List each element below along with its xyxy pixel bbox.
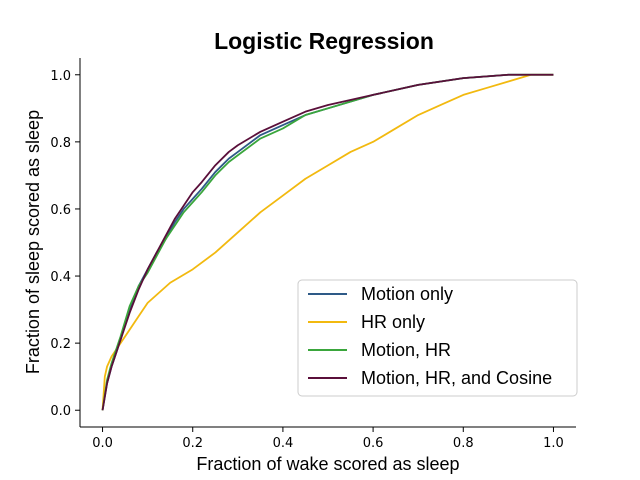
y-tick-label: 1.0 [50,69,71,84]
legend-label: Motion, HR, and Cosine [361,368,552,388]
x-tick-label: 0.4 [273,436,294,451]
legend-label: Motion only [361,284,453,304]
y-axis-title: Fraction of sleep scored as sleep [23,110,43,374]
legend-label: HR only [361,312,425,332]
x-tick-label: 0.0 [92,436,113,451]
legend-entries: Motion only HR only Motion, HR Motion, HR, … [308,284,552,388]
x-tick-label: 0.8 [453,436,474,451]
y-tick-label: 0.8 [50,136,71,151]
x-tick-label: 1.0 [543,436,564,451]
series-lines [101,73,554,411]
y-ticks: 0.0 0.2 0.4 0.6 0.8 1.0 [50,69,80,419]
legend-label: Motion, HR [361,340,451,360]
y-tick-label: 0.2 [50,337,71,352]
axes [79,58,576,428]
legend-box [297,279,578,397]
y-tick-label: 0.4 [50,270,71,285]
y-tick-label: 0.0 [50,404,71,419]
x-tick-label: 0.2 [182,436,203,451]
x-ticks: 0.0 0.2 0.4 0.6 0.8 1.0 [92,427,564,451]
chart-title: Logistic Regression [214,28,434,54]
series-line-3 [101,73,554,411]
series-line-1 [101,73,554,411]
x-axis-title: Fraction of wake scored as sleep [196,454,459,474]
y-tick-label: 0.6 [50,203,71,218]
x-tick-label: 0.6 [363,436,384,451]
legend: Motion only HR only Motion, HR Motion, HR, … [297,279,578,397]
